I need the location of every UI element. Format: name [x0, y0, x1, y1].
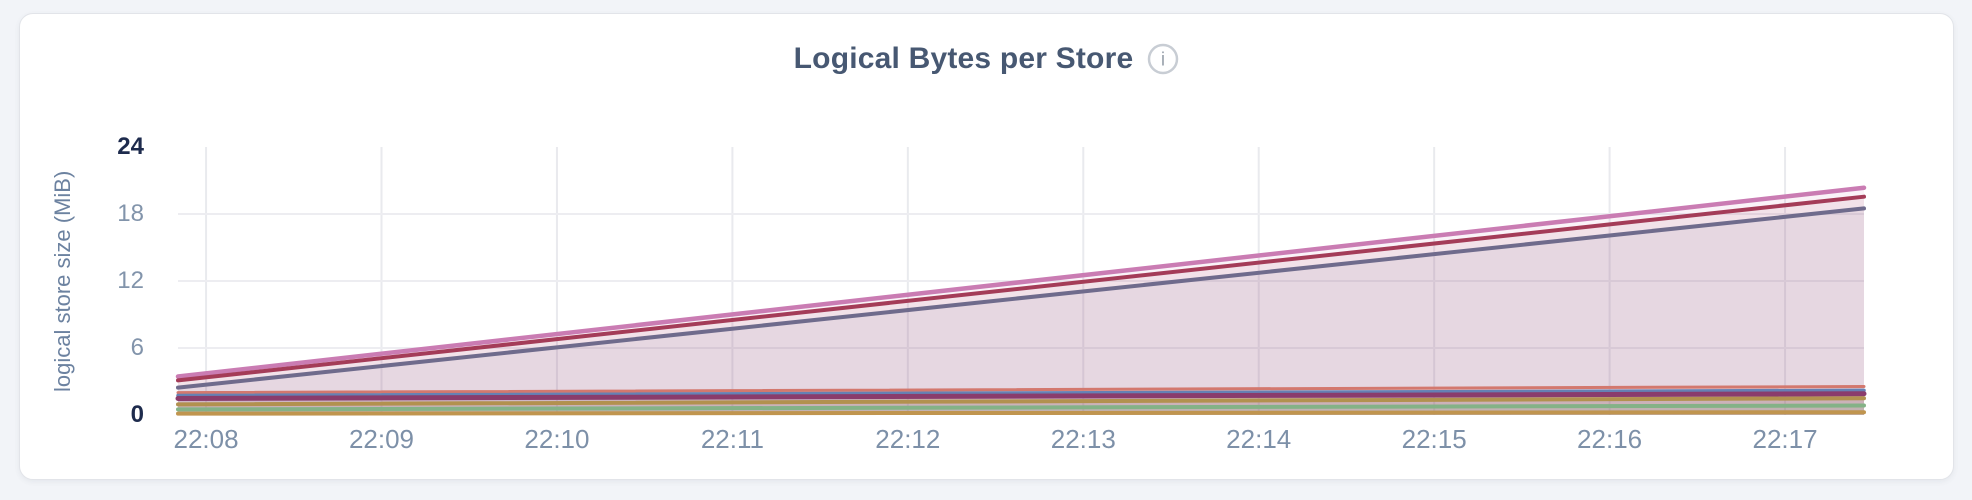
chart-header: Logical Bytes per Store i: [20, 40, 1953, 78]
store-series-4-line: [176, 385, 1866, 395]
x-tick-label: 22:08: [173, 424, 239, 454]
y-tick-label: 18: [117, 200, 144, 227]
chart-title: Logical Bytes per Store: [793, 42, 1134, 75]
y-tick-label: 0: [130, 401, 144, 428]
y-tick-label: 6: [130, 334, 144, 361]
store-series-8-line: [176, 403, 1866, 412]
x-tick-label: 22:12: [875, 424, 941, 454]
store-series-3-line: [176, 206, 1866, 390]
x-tick-label: 22:16: [1577, 424, 1643, 454]
x-tick-label: 22:15: [1401, 424, 1467, 454]
y-tick-label: 12: [117, 267, 144, 294]
x-tick-label: 22:13: [1050, 424, 1116, 454]
y-tick-label: 24: [117, 133, 144, 160]
x-tick-label: 22:11: [700, 424, 764, 454]
chart-card: Logical Bytes per Store i logical store …: [19, 13, 1954, 480]
store-series-5-line: [176, 388, 1866, 398]
plot-area[interactable]: [175, 147, 1867, 416]
x-tick-label: 22:14: [1226, 424, 1292, 454]
store-series-3-area: [178, 208, 1864, 415]
store-series-2-line: [176, 194, 1866, 383]
info-icon[interactable]: i: [1147, 43, 1179, 75]
x-tick-label: 22:10: [524, 424, 590, 454]
x-tick-label: 22:09: [348, 424, 415, 454]
store-series-7-line: [176, 396, 1866, 407]
store-series-9-line: [176, 410, 1866, 416]
x-tick-label: 22:17: [1752, 424, 1818, 454]
store-series-6-line: [175, 391, 1867, 401]
svg-text:i: i: [1161, 50, 1165, 71]
store-series-1-line: [175, 185, 1867, 379]
